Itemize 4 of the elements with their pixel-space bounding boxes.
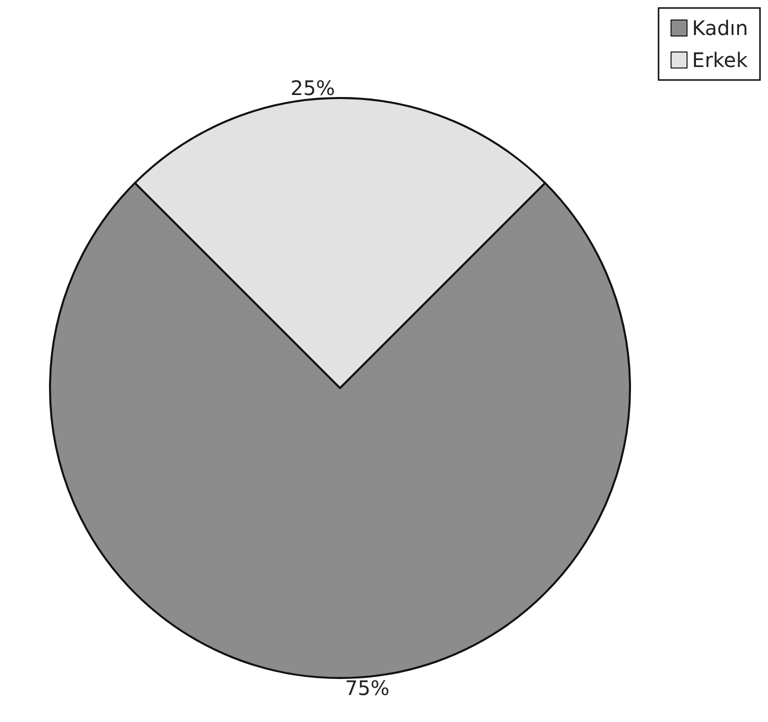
data-label: 75% xyxy=(345,676,390,700)
legend-label: Kadın xyxy=(692,16,748,40)
data-label: 25% xyxy=(290,76,335,100)
legend-label: Erkek xyxy=(692,48,748,72)
